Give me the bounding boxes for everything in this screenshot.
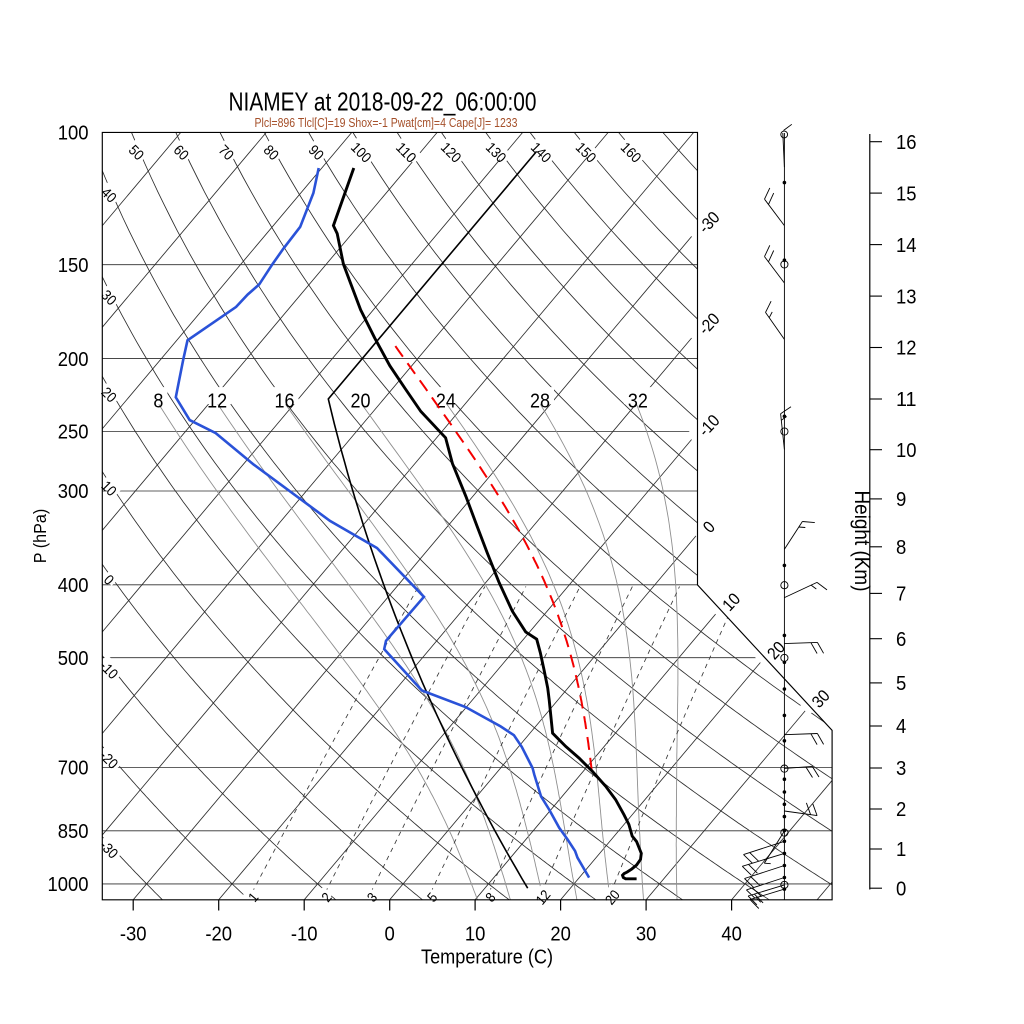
svg-text:200: 200 (58, 348, 89, 371)
svg-text:16: 16 (896, 131, 917, 154)
svg-text:3: 3 (896, 757, 906, 780)
svg-text:20: 20 (351, 390, 371, 412)
svg-text:-10: -10 (291, 923, 318, 946)
svg-text:400: 400 (58, 574, 89, 597)
svg-text:6: 6 (896, 628, 906, 651)
svg-text:10: 10 (896, 439, 917, 462)
svg-text:9: 9 (896, 488, 906, 511)
svg-text:5: 5 (896, 672, 906, 695)
svg-text:700: 700 (58, 757, 89, 780)
svg-text:500: 500 (58, 647, 89, 670)
svg-text:20: 20 (550, 923, 571, 946)
svg-text:7: 7 (896, 583, 906, 606)
svg-text:NIAMEY at 2018-09-22_06:00:00: NIAMEY at 2018-09-22_06:00:00 (229, 87, 537, 117)
svg-text:13: 13 (896, 285, 917, 308)
svg-text:P (hPa): P (hPa) (30, 509, 50, 564)
svg-text:0: 0 (896, 877, 906, 900)
svg-text:Height (Km): Height (Km) (850, 491, 873, 592)
svg-text:100: 100 (58, 122, 89, 145)
svg-text:28: 28 (530, 390, 550, 412)
svg-text:Plcl=896 Tlcl[C]=19 Shox=-1 Pw: Plcl=896 Tlcl[C]=19 Shox=-1 Pwat[cm]=4 C… (255, 115, 518, 130)
svg-text:150: 150 (58, 254, 89, 277)
svg-text:14: 14 (896, 234, 917, 257)
svg-text:24: 24 (436, 390, 456, 412)
svg-text:-30: -30 (120, 923, 147, 946)
svg-text:8: 8 (153, 390, 163, 412)
svg-text:11: 11 (896, 388, 917, 411)
svg-text:30: 30 (636, 923, 657, 946)
svg-text:Temperature (C): Temperature (C) (421, 947, 553, 969)
svg-text:15: 15 (896, 182, 917, 205)
svg-text:12: 12 (896, 337, 917, 360)
svg-text:0: 0 (385, 923, 395, 946)
svg-text:-20: -20 (205, 923, 232, 946)
svg-text:250: 250 (58, 421, 89, 444)
svg-text:2: 2 (896, 798, 906, 821)
svg-text:32: 32 (628, 390, 648, 412)
svg-text:1000: 1000 (48, 873, 89, 896)
svg-text:16: 16 (275, 390, 295, 412)
svg-text:8: 8 (896, 536, 906, 559)
svg-text:4: 4 (896, 715, 906, 738)
svg-text:300: 300 (58, 480, 89, 503)
svg-text:10: 10 (465, 923, 486, 946)
svg-text:12: 12 (207, 390, 227, 412)
svg-text:1: 1 (896, 838, 906, 861)
svg-text:850: 850 (58, 820, 89, 843)
svg-text:40: 40 (721, 923, 742, 946)
